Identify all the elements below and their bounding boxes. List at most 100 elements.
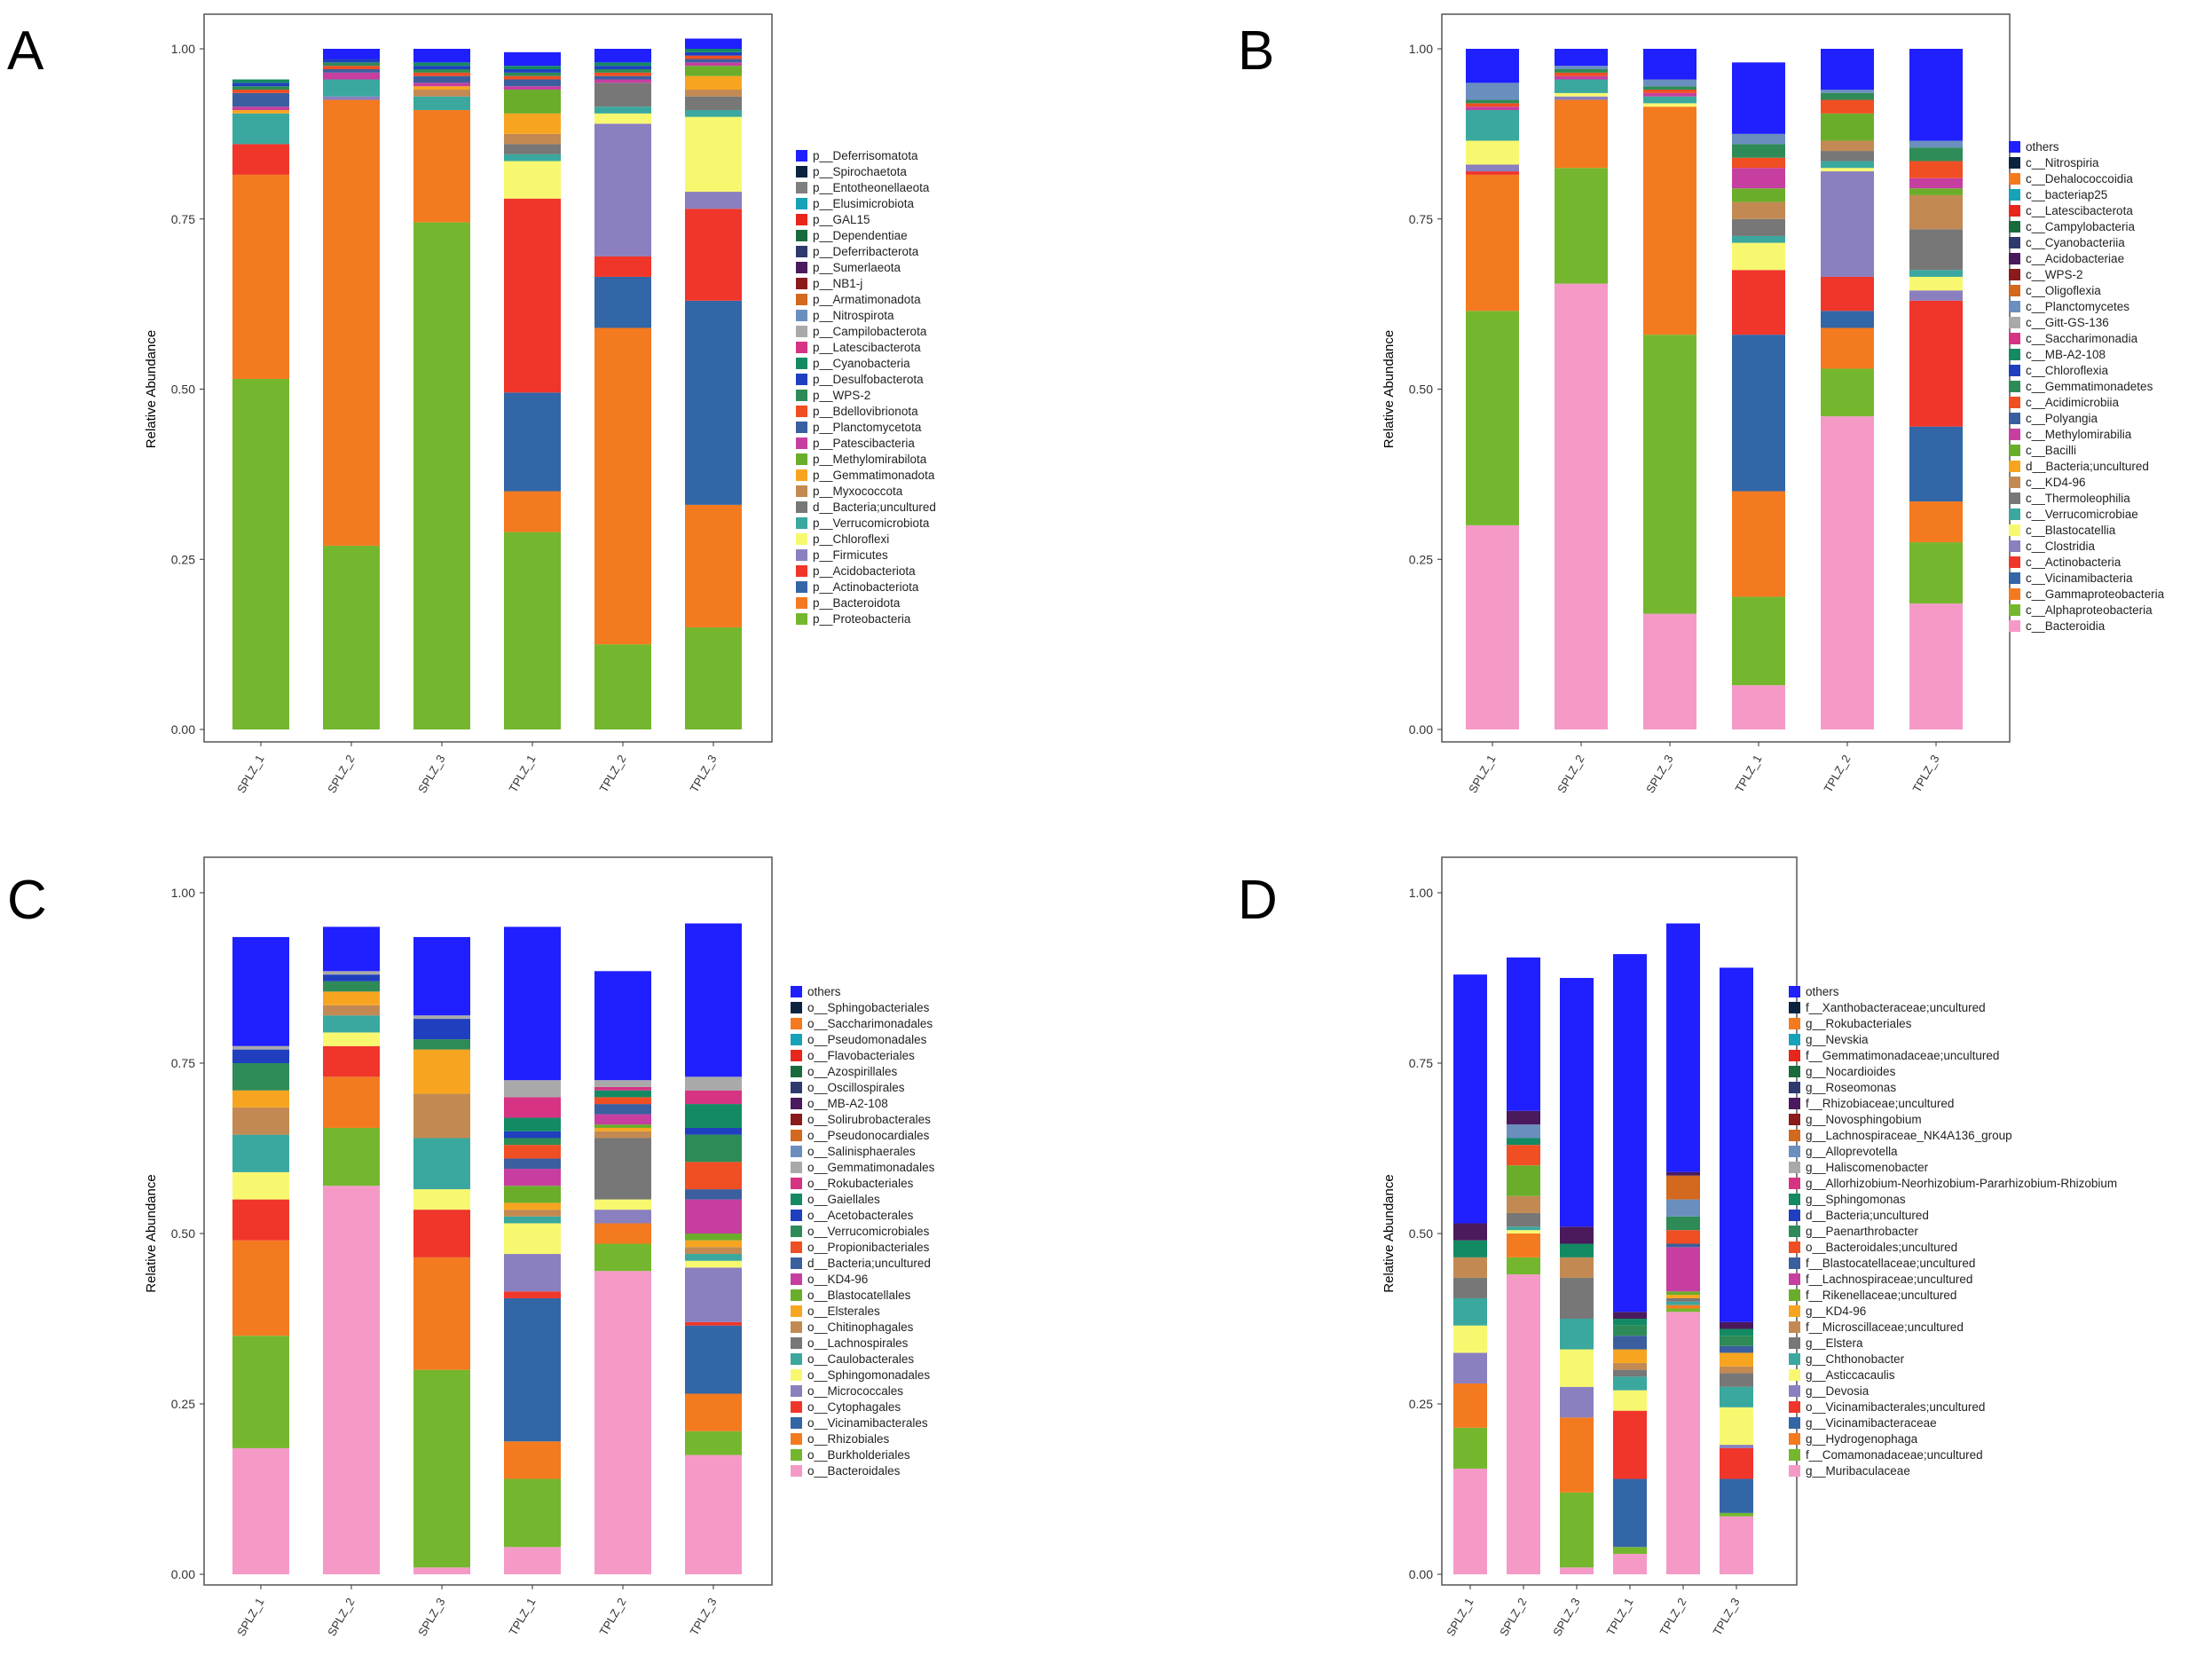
legend-swatch bbox=[2009, 173, 2020, 185]
legend-swatch bbox=[1789, 986, 1800, 997]
y-tick-label: 0.25 bbox=[171, 1397, 195, 1411]
x-tick-label: SPLZ_1 bbox=[234, 753, 266, 795]
legend-swatch bbox=[2009, 205, 2020, 217]
bar-segment bbox=[1732, 596, 1785, 686]
x-tick-label: TPLZ_2 bbox=[1657, 1596, 1689, 1638]
legend-swatch bbox=[796, 581, 807, 593]
legend-swatch bbox=[796, 294, 807, 305]
legend-swatch bbox=[1789, 1449, 1800, 1461]
bar-segment bbox=[1560, 1386, 1594, 1418]
bar-segment bbox=[1613, 1325, 1647, 1336]
bar-segment bbox=[504, 1158, 561, 1170]
legend-swatch bbox=[791, 1194, 802, 1205]
legend-swatch bbox=[791, 986, 802, 997]
legend-label: o__Verrucomicrobiales bbox=[807, 1225, 930, 1238]
legend-label: g__Alloprevotella bbox=[1806, 1145, 1898, 1158]
bar-segment bbox=[1560, 1492, 1594, 1568]
bar-segment bbox=[1560, 1319, 1594, 1350]
legend-label: d__Bacteria;uncultured bbox=[807, 1257, 931, 1270]
bar-segment bbox=[1821, 171, 1874, 277]
bar-segment bbox=[1720, 1445, 1753, 1448]
x-tick-label: SPLZ_3 bbox=[415, 1596, 447, 1638]
bar-segment bbox=[1720, 1373, 1753, 1387]
legend-swatch bbox=[1789, 1305, 1800, 1317]
bar-segment bbox=[685, 1234, 742, 1241]
bar-segment bbox=[1555, 72, 1608, 76]
bar-segment bbox=[1453, 1427, 1487, 1469]
legend-swatch bbox=[791, 1050, 802, 1061]
legend-label: c__Alphaproteobacteria bbox=[2026, 603, 2153, 617]
bar-segment bbox=[504, 133, 561, 145]
bar-segment bbox=[685, 300, 742, 505]
bar-segment bbox=[504, 198, 561, 393]
bar-segment bbox=[1507, 1226, 1540, 1231]
bar-segment bbox=[594, 971, 651, 1081]
bar-segment bbox=[1466, 164, 1519, 172]
bar-segment bbox=[1507, 957, 1540, 1111]
bar-segment bbox=[594, 1124, 651, 1128]
bar-segment bbox=[594, 113, 651, 124]
legend-swatch bbox=[1789, 1242, 1800, 1253]
bar-segment bbox=[504, 113, 561, 134]
bar-segment bbox=[1732, 335, 1785, 492]
legend-swatch bbox=[1789, 1066, 1800, 1077]
legend-label: o__Pseudomonadales bbox=[807, 1033, 927, 1046]
bar-segment bbox=[1555, 283, 1608, 729]
legend-label: p__GAL15 bbox=[813, 213, 870, 226]
legend-swatch bbox=[796, 326, 807, 337]
y-tick-label: 0.75 bbox=[171, 212, 195, 226]
legend-swatch bbox=[796, 437, 807, 449]
legend-label: c__Dehalococcoidia bbox=[2026, 172, 2133, 185]
bar-segment bbox=[413, 1093, 470, 1139]
legend-label: o__Rokubacteriales bbox=[807, 1177, 914, 1190]
legend-label: p__Dependentiae bbox=[813, 229, 908, 242]
bar-segment bbox=[1507, 1234, 1540, 1257]
bar-segment bbox=[1560, 1243, 1594, 1257]
y-tick-label: 0.00 bbox=[171, 1567, 195, 1581]
legend-label: p__Entotheonellaeota bbox=[813, 181, 930, 194]
legend-swatch bbox=[791, 1178, 802, 1189]
legend-label: d__Bacteria;uncultured bbox=[1806, 1209, 1929, 1222]
legend-swatch bbox=[791, 1273, 802, 1285]
legend-swatch bbox=[796, 358, 807, 369]
legend-label: g__Allorhizobium-Neorhizobium-Pararhizob… bbox=[1806, 1177, 2117, 1190]
legend-label: g__Paenarthrobacter bbox=[1806, 1225, 1918, 1238]
legend-label: g__Devosia bbox=[1806, 1384, 1870, 1398]
legend-label: c__Gemmatimonadetes bbox=[2026, 380, 2153, 393]
panel-frame-a bbox=[203, 13, 773, 743]
bar-segment bbox=[504, 86, 561, 91]
legend-swatch bbox=[2009, 540, 2020, 552]
legend-label: p__Deferribacterota bbox=[813, 245, 919, 258]
bar-segment bbox=[1613, 1410, 1647, 1479]
bar-segment bbox=[1507, 1257, 1540, 1275]
bar-segment bbox=[504, 72, 561, 76]
bar-segment bbox=[413, 1567, 470, 1574]
bar-segment bbox=[1507, 1165, 1540, 1196]
y-tick-label: 0.75 bbox=[171, 1056, 195, 1070]
legend-swatch bbox=[791, 1130, 802, 1141]
legend-swatch bbox=[791, 1401, 802, 1413]
x-tick-label: TPLZ_3 bbox=[1710, 1596, 1742, 1638]
legend-label: o__Solirubrobacterales bbox=[807, 1113, 931, 1126]
bar-segment bbox=[1643, 86, 1696, 91]
bar-segment bbox=[504, 1254, 561, 1292]
legend-label: g__Asticcacaulis bbox=[1806, 1368, 1895, 1382]
legend-swatch bbox=[2009, 445, 2020, 456]
bar-segment bbox=[413, 62, 470, 67]
legend-swatch bbox=[2009, 285, 2020, 296]
bar-segment bbox=[504, 161, 561, 199]
panel-frame-c bbox=[203, 856, 773, 1586]
bar-segment bbox=[1643, 49, 1696, 80]
panel-letter-c: C bbox=[7, 870, 47, 931]
legend-swatch bbox=[796, 565, 807, 577]
bar-segment bbox=[413, 72, 470, 76]
legend-label: p__Armatimonadota bbox=[813, 293, 921, 306]
bar-segment bbox=[1666, 1308, 1700, 1312]
bar-segment bbox=[1613, 1349, 1647, 1363]
bar-segment bbox=[685, 1162, 742, 1190]
legend-label: p__Cyanobacteria bbox=[813, 357, 910, 370]
legend-label: o__KD4-96 bbox=[807, 1273, 868, 1286]
legend-label: c__Oligoflexia bbox=[2026, 284, 2101, 297]
bar-segment bbox=[232, 1134, 289, 1172]
legend-swatch bbox=[791, 1449, 802, 1461]
